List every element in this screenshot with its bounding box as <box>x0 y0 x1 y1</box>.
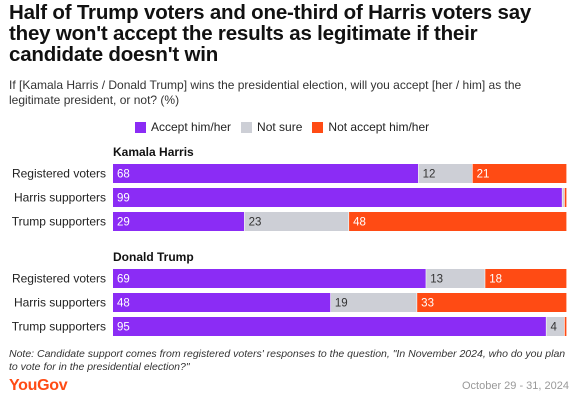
bar-accept-1-1 <box>113 293 331 312</box>
bar-not-sure-1-0 <box>426 269 485 288</box>
row-label-0-0: Registered voters <box>12 167 106 181</box>
bar-accept-0-2 <box>113 212 245 231</box>
legend-swatch-not-sure <box>241 121 253 133</box>
bar-not-sure-1-1 <box>330 293 417 312</box>
bar-label-accept-1-2: 95 <box>117 322 130 334</box>
row-label-0-2: Trump supporters <box>12 215 106 229</box>
chart-subtitle: If [Kamala Harris / Donald Trump] wins t… <box>9 78 522 107</box>
bar-not-sure-0-2 <box>244 212 349 231</box>
row-label-1-0: Registered voters <box>12 272 106 286</box>
bar-label-not-sure-0-0: 12 <box>423 169 436 181</box>
bar-accept-1-2 <box>113 317 546 336</box>
bar-label-not-accept-1-0: 18 <box>489 274 502 286</box>
stacked-bar-chart: Kamala Harris Registered voters 68 12 21 Harr… <box>12 145 567 336</box>
bar-not-sure-0-0 <box>418 164 472 183</box>
bar-not-accept-1-0 <box>485 269 567 288</box>
bar-label-accept-1-0: 69 <box>117 274 130 286</box>
bar-label-not-sure-0-2: 23 <box>249 217 262 229</box>
legend-item-not-sure: Not sure <box>241 120 302 134</box>
legend-label-not-sure: Not sure <box>257 120 303 134</box>
row-label-0-1: Harris supporters <box>14 191 106 205</box>
yougov-logo: YouGov <box>9 377 68 394</box>
group-title-1: Donald Trump <box>113 250 194 264</box>
bar-label-not-accept-1-1: 33 <box>421 298 434 310</box>
chart-title: Half of Trump voters and one-third of Ha… <box>9 1 532 66</box>
row-label-1-1: Harris supporters <box>14 296 106 310</box>
bar-label-accept-1-1: 48 <box>117 298 130 310</box>
bar-label-not-sure-1-0: 13 <box>430 274 443 286</box>
legend-swatch-accept <box>135 121 146 133</box>
legend-item-not-accept: Not accept him/her <box>312 120 429 134</box>
bar-label-accept-0-0: 68 <box>117 169 130 181</box>
legend-swatch-not-accept <box>312 121 324 133</box>
bar-label-not-sure-1-2: 4 <box>550 322 557 334</box>
legend: Accept him/her Not sure Not accept him/h… <box>135 120 429 134</box>
bar-accept-1-0 <box>113 269 426 288</box>
bar-label-not-accept-0-2: 48 <box>353 217 366 229</box>
legend-label-not-accept: Not accept him/her <box>328 120 430 134</box>
legend-item-accept: Accept him/her <box>135 120 231 134</box>
bar-label-accept-0-2: 29 <box>117 217 130 229</box>
bar-not-accept-0-0 <box>472 164 567 183</box>
group-title-0: Kamala Harris <box>113 145 194 159</box>
survey-date: October 29 - 31, 2024 <box>461 380 569 392</box>
bar-label-accept-0-1: 99 <box>117 193 130 205</box>
bar-not-sure-1-2 <box>546 317 565 336</box>
bar-not-accept-0-1 <box>564 188 567 207</box>
bar-not-accept-0-2 <box>349 212 567 231</box>
chart-note: Note: Candidate support comes from regis… <box>9 348 566 373</box>
bar-accept-0-0 <box>113 164 419 183</box>
bar-not-accept-1-1 <box>417 293 567 312</box>
row-label-1-2: Trump supporters <box>12 320 106 334</box>
bar-label-not-sure-1-1: 19 <box>335 298 348 310</box>
bar-not-accept-1-2 <box>564 317 567 336</box>
legend-label-accept: Accept him/her <box>151 120 232 134</box>
bar-not-sure-0-1 <box>562 188 565 207</box>
bar-accept-0-1 <box>113 188 562 207</box>
bar-label-not-accept-0-0: 21 <box>477 169 490 181</box>
